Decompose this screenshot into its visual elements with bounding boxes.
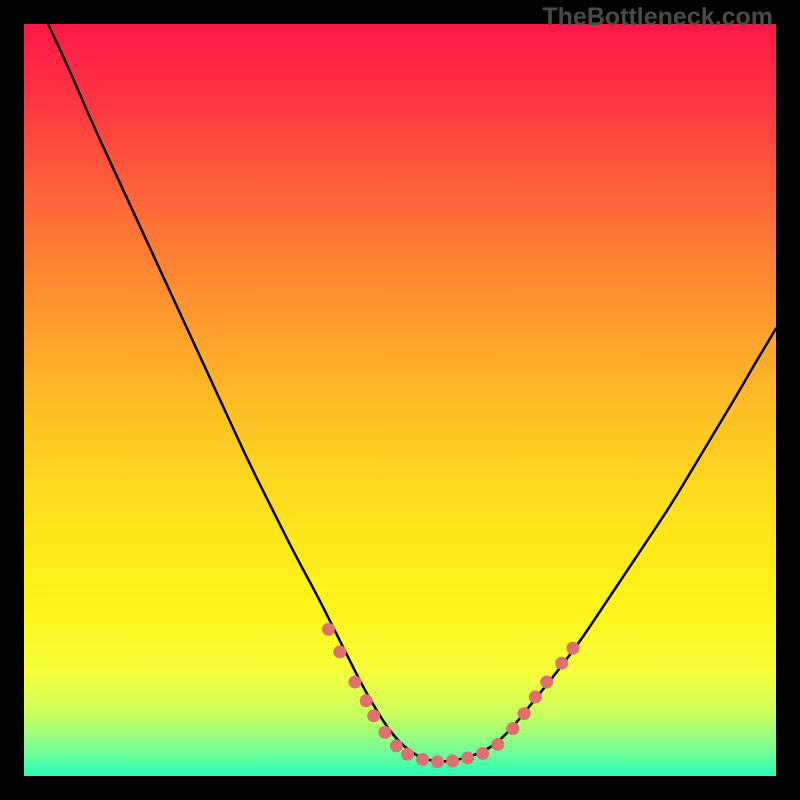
data-marker — [529, 691, 542, 704]
data-marker — [390, 739, 403, 752]
data-marker — [555, 657, 568, 670]
data-marker — [446, 754, 459, 767]
data-marker — [506, 722, 519, 735]
data-marker — [333, 645, 346, 658]
data-marker — [491, 738, 504, 751]
data-marker — [322, 623, 335, 636]
data-marker — [476, 747, 489, 760]
data-marker — [416, 753, 429, 766]
data-marker — [360, 694, 373, 707]
data-marker — [401, 748, 414, 761]
data-marker — [431, 755, 444, 768]
watermark-text: TheBottleneck.com — [542, 3, 773, 32]
plot-area — [24, 24, 776, 776]
data-marker — [518, 707, 531, 720]
data-marker — [367, 709, 380, 722]
data-marker — [540, 676, 553, 689]
data-marker — [378, 726, 391, 739]
data-marker — [566, 642, 579, 655]
data-marker — [348, 676, 361, 689]
bottleneck-chart — [0, 0, 800, 800]
data-marker — [461, 751, 474, 764]
